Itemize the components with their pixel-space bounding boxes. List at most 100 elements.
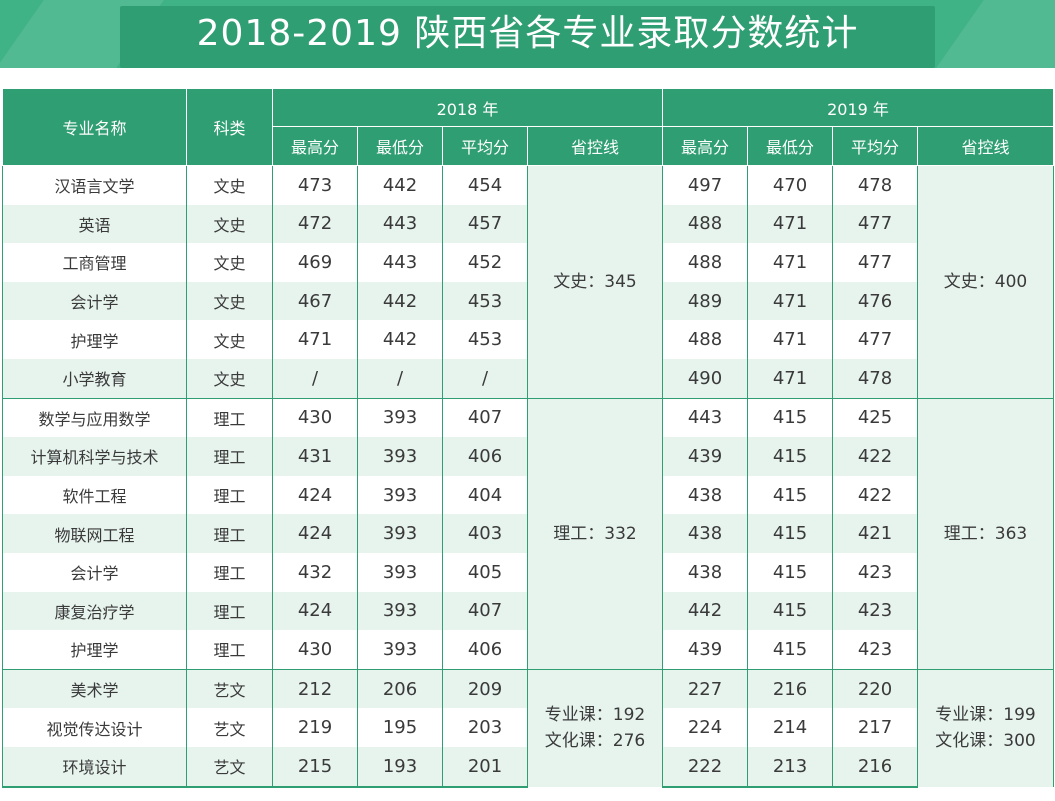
score-2019-max: 438 xyxy=(662,552,748,592)
major-name: 会计学 xyxy=(2,552,187,592)
header-2019-ctrl: 省控线 xyxy=(917,126,1054,166)
score-2018-avg: 203 xyxy=(442,708,528,747)
score-2019-avg: 478 xyxy=(832,358,918,399)
score-2018-avg: 457 xyxy=(442,204,528,244)
header-2018-ctrl: 省控线 xyxy=(527,126,663,166)
score-2018-max: 424 xyxy=(272,514,358,553)
table-row: 会计学 理工 432 393 405 438 415 423 xyxy=(2,552,1054,592)
score-2019-avg: 423 xyxy=(832,630,918,670)
header-major-name: 专业名称 xyxy=(2,88,187,166)
score-2018-avg: 407 xyxy=(442,397,528,438)
control-line-2018-culture: 文化课：276 xyxy=(544,731,646,752)
major-name: 小学教育 xyxy=(2,358,187,399)
score-2019-max: 439 xyxy=(662,630,748,670)
major-name: 美术学 xyxy=(2,668,187,709)
score-2019-min: 415 xyxy=(747,514,833,553)
major-name: 环境设计 xyxy=(2,746,187,788)
score-2019-max: 490 xyxy=(662,358,748,399)
score-2019-avg: 477 xyxy=(832,243,918,282)
table-row: 工商管理 文史 469 443 452 488 471 477 xyxy=(2,243,1054,282)
score-2019-min: 415 xyxy=(747,437,833,476)
major-name: 汉语言文学 xyxy=(2,165,187,205)
score-2019-max: 488 xyxy=(662,204,748,244)
score-2019-min: 216 xyxy=(747,668,833,709)
score-2018-avg: 209 xyxy=(442,668,528,709)
score-2018-max: 473 xyxy=(272,165,358,205)
category: 文史 xyxy=(186,281,273,321)
score-2018-min: 195 xyxy=(357,708,443,747)
score-2018-avg: / xyxy=(442,358,528,399)
major-name: 工商管理 xyxy=(2,243,187,282)
score-2018-avg: 405 xyxy=(442,552,528,592)
score-2019-avg: 476 xyxy=(832,281,918,321)
score-2018-max: 424 xyxy=(272,475,358,515)
score-2019-avg: 217 xyxy=(832,708,918,747)
score-2019-min: 415 xyxy=(747,591,833,631)
score-2019-avg: 216 xyxy=(832,746,918,788)
score-2019-max: 439 xyxy=(662,437,748,476)
major-name: 会计学 xyxy=(2,281,187,321)
category: 艺文 xyxy=(186,746,273,788)
score-2019-avg: 477 xyxy=(832,320,918,359)
control-line-2019-culture: 文化课：300 xyxy=(935,731,1036,752)
score-2018-min: 393 xyxy=(357,437,443,476)
score-2018-min: 442 xyxy=(357,320,443,359)
score-2019-avg: 477 xyxy=(832,204,918,244)
header-2019-min: 最低分 xyxy=(747,126,833,166)
score-2018-avg: 452 xyxy=(442,243,528,282)
score-2018-max: 469 xyxy=(272,243,358,282)
score-2019-max: 443 xyxy=(662,397,748,438)
score-2019-max: 438 xyxy=(662,475,748,515)
control-line-2019-wenshi: 文史：400 xyxy=(917,165,1054,399)
score-2018-min: 443 xyxy=(357,204,443,244)
score-2019-min: 471 xyxy=(747,281,833,321)
major-name: 数学与应用数学 xyxy=(2,397,187,438)
table-row: 英语 文史 472 443 457 488 471 477 xyxy=(2,204,1054,244)
category: 理工 xyxy=(186,437,273,476)
category: 理工 xyxy=(186,397,273,438)
score-2018-max: 424 xyxy=(272,591,358,631)
category: 理工 xyxy=(186,514,273,553)
table-row: 数学与应用数学 理工 430 393 407 理工：332 443 415 42… xyxy=(2,397,1054,670)
score-2019-min: 415 xyxy=(747,475,833,515)
score-2019-max: 227 xyxy=(662,668,748,709)
table-row: 环境设计 艺文 215 193 201 222 213 216 xyxy=(2,746,1054,788)
title-panel xyxy=(120,6,935,68)
score-2019-min: 471 xyxy=(747,358,833,399)
control-line-2018-yiwen: 专业课：192 文化课：276 xyxy=(527,668,663,787)
table-row: 护理学 理工 430 393 406 439 415 423 xyxy=(2,630,1054,670)
major-name: 康复治疗学 xyxy=(2,591,187,631)
category: 文史 xyxy=(186,358,273,399)
table-row: 视觉传达设计 艺文 219 195 203 224 214 217 xyxy=(2,708,1054,747)
major-name: 软件工程 xyxy=(2,475,187,515)
table-row: 物联网工程 理工 424 393 403 438 415 421 xyxy=(2,514,1054,553)
score-2019-min: 471 xyxy=(747,204,833,244)
category: 艺文 xyxy=(186,668,273,709)
score-2019-avg: 422 xyxy=(832,437,918,476)
score-2019-min: 415 xyxy=(747,397,833,438)
category: 文史 xyxy=(186,165,273,205)
score-2019-min: 213 xyxy=(747,746,833,788)
score-2019-avg: 220 xyxy=(832,668,918,709)
score-2019-min: 214 xyxy=(747,708,833,747)
score-2018-min: 393 xyxy=(357,630,443,670)
table-row: 康复治疗学 理工 424 393 407 442 415 423 xyxy=(2,591,1054,631)
score-2019-avg: 423 xyxy=(832,552,918,592)
score-2019-avg: 478 xyxy=(832,165,918,205)
score-2019-max: 488 xyxy=(662,243,748,282)
score-2018-min: / xyxy=(357,358,443,399)
category: 理工 xyxy=(186,591,273,631)
page-title: 2018-2019 陕西省各专业录取分数统计 xyxy=(196,13,859,54)
table-row: 计算机科学与技术 理工 431 393 406 439 415 422 xyxy=(2,437,1054,476)
major-name: 英语 xyxy=(2,204,187,244)
score-2019-min: 470 xyxy=(747,165,833,205)
category: 文史 xyxy=(186,204,273,244)
header-2018-max: 最高分 xyxy=(272,126,358,166)
score-2018-avg: 406 xyxy=(442,630,528,670)
table-row: 会计学 文史 467 442 453 489 471 476 xyxy=(2,281,1054,321)
score-2018-min: 443 xyxy=(357,243,443,282)
table-row: 小学教育 文史 / / / 490 471 478 xyxy=(2,358,1054,399)
score-2019-min: 471 xyxy=(747,320,833,359)
header-category: 科类 xyxy=(186,88,273,166)
score-2019-max: 489 xyxy=(662,281,748,321)
